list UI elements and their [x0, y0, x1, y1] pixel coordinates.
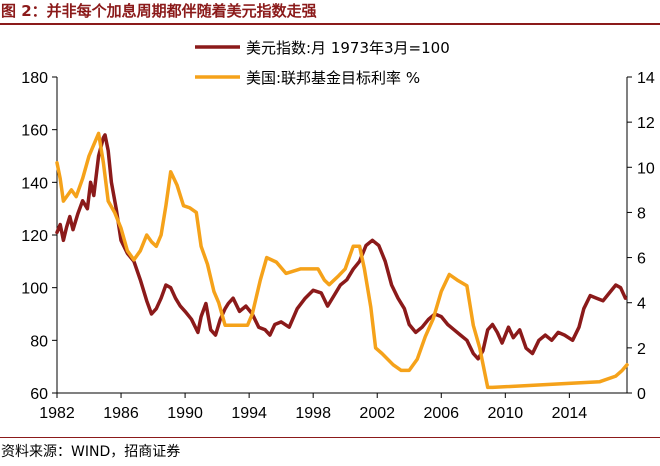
y-left-tick-label: 140 [21, 175, 48, 192]
plot-area [55, 131, 629, 390]
x-tick-label: 2006 [423, 405, 459, 422]
x-tick-label: 1994 [231, 405, 267, 422]
y-left-axis-group: 60 80 100 120 140 160 180 [21, 70, 58, 403]
y-right-tick-label: 8 [637, 205, 646, 222]
y-right-tick-label: 10 [637, 160, 655, 177]
line-chart: 60 80 100 120 140 160 180 0 2 4 6 8 10 12 14 1982 1986… [21, 39, 655, 422]
y-left-tick-label: 60 [30, 386, 48, 403]
source-note: 资料来源：WIND，招商证券 [1, 444, 181, 460]
footer-divider [0, 437, 660, 438]
x-tick-label: 2010 [488, 405, 524, 422]
series-line-dollar-index [55, 133, 628, 361]
y-right-tick-label: 12 [637, 115, 655, 132]
legend-label-fed-funds-rate: 美国:联邦基金目标利率 % [246, 69, 420, 87]
series-line-fed-funds-rate [55, 131, 629, 390]
y-right-tick-label: 14 [637, 70, 655, 87]
x-tick-label: 1990 [167, 405, 203, 422]
y-left-tick-label: 100 [21, 281, 48, 298]
y-right-tick-label: 4 [637, 296, 646, 313]
x-tick-label: 2002 [359, 405, 395, 422]
legend: 美元指数:月 1973年3月=100 美国:联邦基金目标利率 % [195, 39, 450, 87]
x-tick-label: 2014 [552, 405, 588, 422]
y-left-tick-label: 80 [30, 333, 48, 350]
title-divider [0, 23, 660, 25]
y-right-tick-label: 6 [637, 251, 646, 268]
x-tick-label: 1998 [295, 405, 331, 422]
y-left-tick-label: 120 [21, 228, 48, 245]
y-right-axis-group: 0 2 4 6 8 10 12 14 [626, 70, 655, 403]
x-axis-group: 1982 1986 1990 1994 1998 2002 2006 2010 2014 [39, 392, 627, 422]
x-tick-label: 1982 [39, 405, 75, 422]
x-tick-label: 1986 [103, 405, 139, 422]
y-right-tick-label: 2 [637, 341, 646, 358]
y-left-tick-label: 180 [21, 70, 48, 87]
y-left-tick-label: 160 [21, 123, 48, 140]
y-right-tick-label: 0 [637, 386, 646, 403]
legend-label-dollar-index: 美元指数:月 1973年3月=100 [246, 39, 450, 57]
figure-title: 图 2：并非每个加息周期都伴随着美元指数走强 [1, 2, 317, 20]
